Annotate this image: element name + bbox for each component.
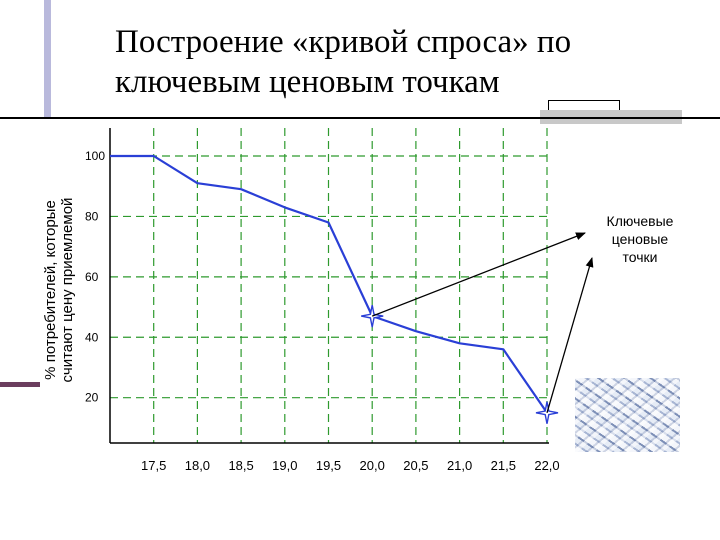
- decor-left-bar: [44, 0, 51, 118]
- y-tick-label-3: 40: [85, 330, 99, 344]
- x-tick-label-5: 20,0: [360, 458, 385, 473]
- y-tick-label-4: 20: [85, 391, 99, 405]
- grid: [110, 128, 548, 443]
- decor-left-accent: [0, 382, 40, 387]
- x-tick-label-2: 18,5: [228, 458, 253, 473]
- y-tick-label-0: 100: [85, 149, 105, 163]
- x-tick-label-3: 19,0: [272, 458, 297, 473]
- x-tick-label-7: 21,0: [447, 458, 472, 473]
- pills-photo: [575, 378, 680, 452]
- slide-title: Построение «кривой спроса» по ключевым ц…: [115, 22, 675, 102]
- title-line-1: Построение «кривой спроса» по: [115, 24, 572, 60]
- x-tick-label-6: 20,5: [403, 458, 428, 473]
- y-tick-label-2: 60: [85, 270, 99, 284]
- key-point-arrow-1: [546, 257, 594, 413]
- key-point-marker-1: [535, 401, 559, 424]
- annotation-arrows: [371, 232, 594, 413]
- series: [110, 154, 548, 414]
- x-tick-label-9: 22,0: [534, 458, 559, 473]
- key-point-arrow-0: [371, 232, 586, 317]
- x-tick-label-8: 21,5: [491, 458, 516, 473]
- x-tick-label-4: 19,5: [316, 458, 341, 473]
- title-underline: [0, 117, 720, 119]
- demand-curve-line-0: [110, 154, 548, 414]
- x-tick-label-1: 18,0: [185, 458, 210, 473]
- annotation-line-3: точки: [622, 249, 658, 265]
- y-tick-label-1: 80: [85, 209, 99, 223]
- annotation-line-2: ценовые: [611, 231, 669, 247]
- x-tick-label-0: 17,5: [141, 458, 166, 473]
- axes: [109, 128, 549, 444]
- tick-labels: 100 80 60 40 20 17,5 18,0 18,5 19,0 19,5 20,0 20,5 2…: [85, 149, 560, 473]
- key-points-annotation: Ключевые ценовые точки: [585, 212, 695, 266]
- title-line-2: ключевым ценовым точкам: [115, 64, 500, 100]
- annotation-line-1: Ключевые: [606, 213, 674, 229]
